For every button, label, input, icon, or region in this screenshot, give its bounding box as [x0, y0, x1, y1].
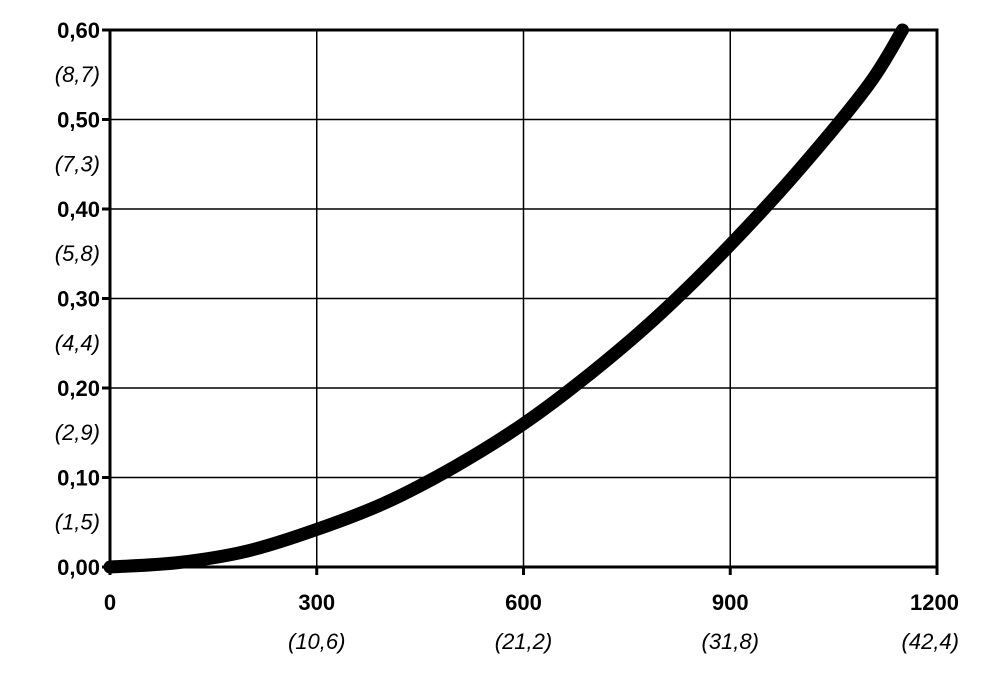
y-tick-sublabel: (7,3) — [55, 152, 100, 177]
y-tick-sublabel: (1,5) — [55, 510, 100, 535]
y-tick-label: 0,20 — [57, 376, 100, 401]
x-tick-label: 300 — [298, 590, 335, 615]
y-tick-label: 0,30 — [57, 287, 100, 312]
x-tick-label: 900 — [712, 590, 749, 615]
x-tick-label: 0 — [104, 590, 116, 615]
x-tick-sublabel: (42,4) — [902, 629, 959, 654]
x-tick-sublabel: (10,6) — [288, 629, 345, 654]
x-tick-sublabel: (21,2) — [495, 629, 552, 654]
y-axis-ticks: 0,00 0,10 (1,5) 0,20 (2,9) 0,30 (4,4) 0,40 (5,8)… — [55, 18, 110, 580]
series-line-0 — [103, 23, 909, 574]
x-tick-label: 1200 — [910, 590, 959, 615]
y-tick-label: 0,60 — [57, 18, 100, 43]
y-tick-label: 0,10 — [57, 466, 100, 491]
grid — [109, 29, 938, 568]
y-tick-sublabel: (4,4) — [55, 331, 100, 356]
y-tick-label: 0,00 — [57, 555, 100, 580]
y-tick-sublabel: (8,7) — [55, 62, 100, 87]
series-layer — [103, 23, 909, 574]
x-tick-label: 600 — [505, 590, 542, 615]
y-tick-label: 0,50 — [57, 108, 100, 133]
x-tick-sublabel: (31,8) — [702, 629, 759, 654]
y-tick-sublabel: (5,8) — [55, 241, 100, 266]
y-tick-label: 0,40 — [57, 197, 100, 222]
x-axis-ticks: 0 300 (10,6) 600 (21,2) 900 (31,8) 1200 (42,4) — [104, 567, 959, 654]
y-tick-sublabel: (2,9) — [55, 420, 100, 445]
